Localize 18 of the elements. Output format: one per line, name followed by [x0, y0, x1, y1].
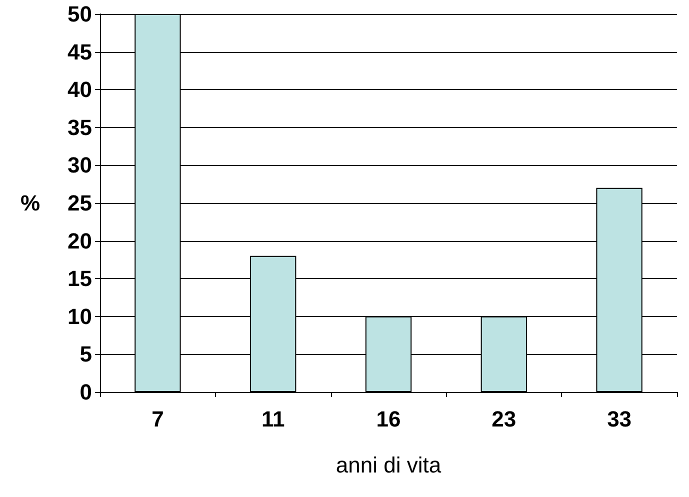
y-tick-label: 45 — [68, 39, 92, 64]
y-tick-label: 50 — [68, 2, 92, 26]
y-axis-title: % — [20, 190, 40, 216]
x-axis-title: anni di vita — [336, 452, 442, 478]
y-tick-label: 35 — [68, 114, 92, 140]
y-tick-label: 40 — [68, 77, 92, 102]
y-tick-label: 10 — [68, 304, 92, 329]
y-tick-label: 0 — [80, 380, 92, 404]
y-tick-label: 25 — [68, 190, 92, 216]
y-tick-label: 15 — [68, 266, 92, 292]
y-tick-label: 5 — [80, 342, 92, 367]
x-tick-label: 23 — [492, 406, 516, 432]
x-tick-label: 16 — [376, 406, 401, 432]
y-tick-label: 30 — [68, 152, 92, 178]
x-tick-label: 11 — [261, 406, 285, 432]
y-tick-label: 20 — [68, 228, 92, 254]
x-tick-label: 7 — [152, 406, 164, 432]
x-tick-label: 33 — [607, 406, 632, 432]
